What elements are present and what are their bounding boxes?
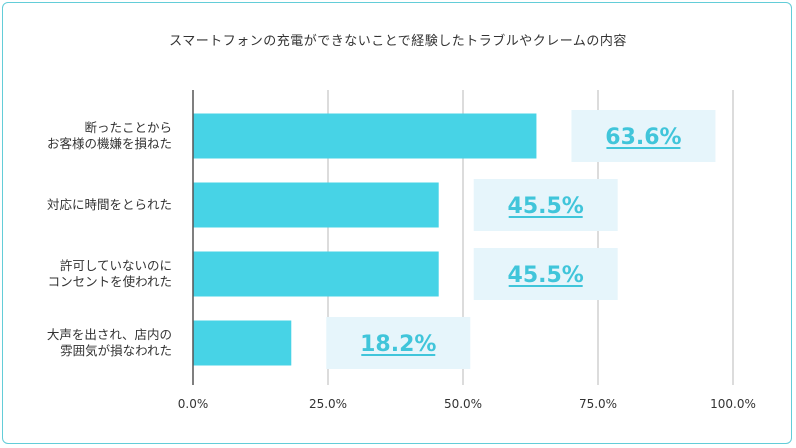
chart-title: スマートフォンの充電ができないことで経験したトラブルやクレームの内容	[169, 34, 627, 49]
x-tick-label: 25.0%	[309, 397, 347, 411]
bar	[193, 251, 439, 297]
data-label-box	[473, 248, 618, 300]
category-label: 対応に時間をとられた	[47, 197, 172, 212]
data-label-box	[326, 317, 471, 369]
category-label: 雰囲気が損なわれた	[60, 343, 172, 358]
x-tick-label: 100.0%	[710, 397, 756, 411]
x-tick-label: 0.0%	[178, 397, 209, 411]
data-label: 45.5%	[508, 263, 584, 288]
data-label: 18.2%	[360, 332, 436, 357]
data-label-box	[571, 110, 716, 162]
bar	[193, 113, 537, 159]
category-label: 大声を出され、店内の	[47, 327, 172, 342]
bar	[193, 320, 292, 366]
category-label: 許可していないのに	[60, 258, 172, 273]
data-label: 63.6%	[605, 125, 681, 150]
category-label: コンセントを使われた	[48, 274, 172, 289]
category-label: 断ったことから	[84, 120, 172, 135]
category-label: お客様の機嫌を損ねた	[47, 136, 172, 151]
x-tick-label: 50.0%	[444, 397, 482, 411]
bar	[193, 182, 439, 228]
data-label-box	[473, 179, 618, 231]
x-tick-label: 75.0%	[579, 397, 617, 411]
data-label: 45.5%	[508, 194, 584, 219]
